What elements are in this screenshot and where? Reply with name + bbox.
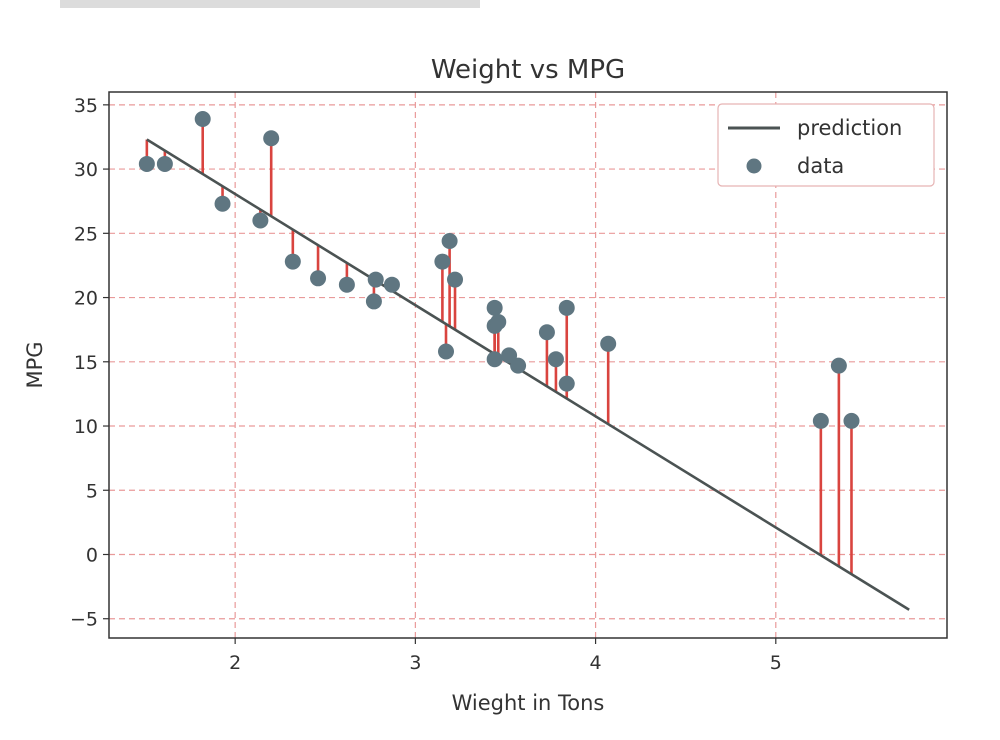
plot-frame (108, 91, 948, 639)
y-tick-label: 10 (74, 416, 98, 438)
y-tick-label: −5 (70, 609, 98, 631)
data-point (252, 212, 269, 229)
data-point (558, 299, 575, 316)
data-point (510, 357, 527, 374)
data-point (830, 357, 847, 374)
data-point (263, 130, 280, 147)
legend-data-label: data (797, 154, 844, 178)
x-tick-label: 5 (770, 652, 782, 674)
data-point (447, 271, 464, 288)
legend-data-swatch (746, 158, 762, 174)
prediction-line-layer (146, 138, 910, 611)
legend-box (717, 103, 935, 187)
data-point (194, 110, 211, 127)
x-tick-label: 3 (409, 652, 421, 674)
chart-title: Weight vs MPG (431, 55, 625, 85)
y-axis-label: MPG (23, 341, 47, 388)
y-tick-label: 15 (74, 352, 98, 374)
data-point (434, 253, 451, 270)
data-point (558, 375, 575, 392)
data-point (490, 313, 507, 330)
data-points (138, 110, 860, 429)
y-axis-ticks: −5 0 5 10 15 20 25 30 35 (70, 95, 109, 631)
y-tick-label: 25 (74, 223, 98, 245)
data-point (486, 299, 503, 316)
legend: prediction data (717, 103, 935, 187)
y-tick-label: 0 (86, 544, 98, 566)
x-tick-label: 2 (229, 652, 241, 674)
data-point (338, 276, 355, 293)
data-point (547, 351, 564, 368)
data-point (214, 195, 231, 212)
data-point (367, 271, 384, 288)
legend-prediction-label: prediction (797, 116, 902, 140)
data-point (138, 155, 155, 172)
y-tick-label: 35 (74, 95, 98, 117)
data-point (284, 253, 301, 270)
data-point (812, 412, 829, 429)
x-axis-label: Wieght in Tons (452, 691, 605, 715)
data-point (441, 233, 458, 250)
data-point (486, 351, 503, 368)
data-point (600, 335, 617, 352)
cropped-header-strip (60, 0, 480, 8)
y-tick-label: 20 (74, 288, 98, 310)
y-tick-label: 30 (74, 159, 98, 181)
data-point (156, 155, 173, 172)
prediction-line (146, 138, 910, 611)
y-tick-label: 5 (86, 480, 98, 502)
grid-lines (109, 92, 947, 638)
data-point (501, 347, 518, 364)
x-axis-ticks: 2 3 4 5 (229, 638, 782, 674)
data-point (365, 293, 382, 310)
data-point (383, 276, 400, 293)
data-point (538, 324, 555, 341)
data-point (438, 343, 455, 360)
x-tick-label: 4 (590, 652, 602, 674)
data-point (310, 270, 327, 287)
residual-lines (145, 118, 853, 575)
data-point (843, 412, 860, 429)
